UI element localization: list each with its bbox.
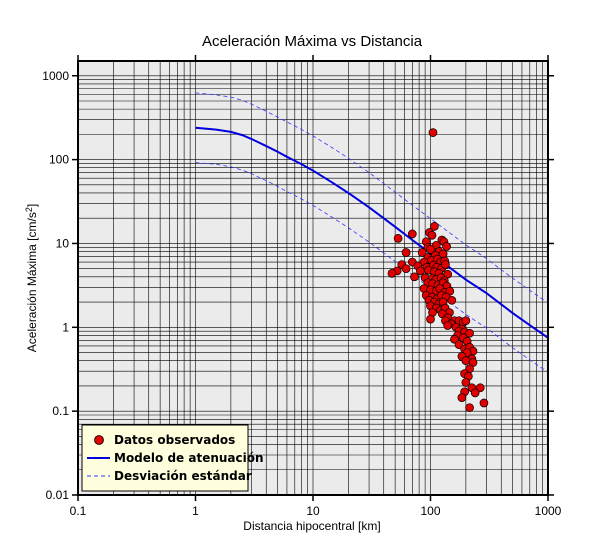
model-line [195,126,549,339]
x-tick-label: 10 [306,504,320,518]
deviation-upper-line [195,92,549,304]
legend-marker-observed [94,435,104,445]
data-point [407,229,417,239]
y-tick-label: 1 [62,320,69,334]
data-point [475,383,485,393]
y-tick-label: 1000 [42,69,69,83]
data-point [427,230,437,240]
legend-label-model: Modelo de atenuación [114,451,264,465]
y-axis-label-superscript: 2 [24,207,34,212]
x-tick-label: 1 [192,504,199,518]
data-point [426,245,435,254]
x-tick-label: 1000 [535,504,562,518]
x-axis-label: Distancia hipocentral [km] [243,519,380,533]
y-tick-label: 100 [49,153,69,167]
data-point [461,356,471,366]
data-point [416,266,425,276]
y-axis-label: Aceleración Máxima [cm/s2] [24,204,39,352]
y-tick-label: 0.1 [52,404,69,418]
data-point [442,242,451,251]
data-point [410,272,419,282]
data-point [465,403,474,413]
data-point [461,316,471,326]
data-point [387,269,397,278]
data-point [393,234,403,243]
data-point [426,314,435,324]
x-tick-label: 0.1 [70,504,87,518]
data-point [461,378,471,387]
data-point [430,221,439,231]
data-point [428,128,438,137]
ticks [72,55,554,501]
data-point [479,398,489,408]
data-point [417,248,427,257]
y-tick-label: 10 [56,236,70,250]
grid [77,61,548,496]
series-layer [195,92,549,413]
legend-label-observed: Datos observados [114,433,235,447]
chart-title: Aceleración Máxima vs Distancia [202,33,423,50]
data-point [447,295,457,305]
x-tick-label: 100 [420,504,440,518]
y-axis-label-main: Aceleración Máxima [cm/s [25,212,39,352]
legend: Datos observados Modelo de atenuación De… [81,424,264,492]
data-point [470,388,480,398]
data-point [457,393,467,402]
data-point [401,264,411,274]
data-point [401,248,411,257]
deviation-lower-line [195,162,549,373]
y-axis-label-end: ] [25,204,39,207]
data-point [465,328,474,338]
legend-label-deviation: Desviación estándar [114,469,252,483]
y-tick-label: 0.01 [46,488,70,502]
data-point [441,260,450,269]
data-point [443,321,453,330]
